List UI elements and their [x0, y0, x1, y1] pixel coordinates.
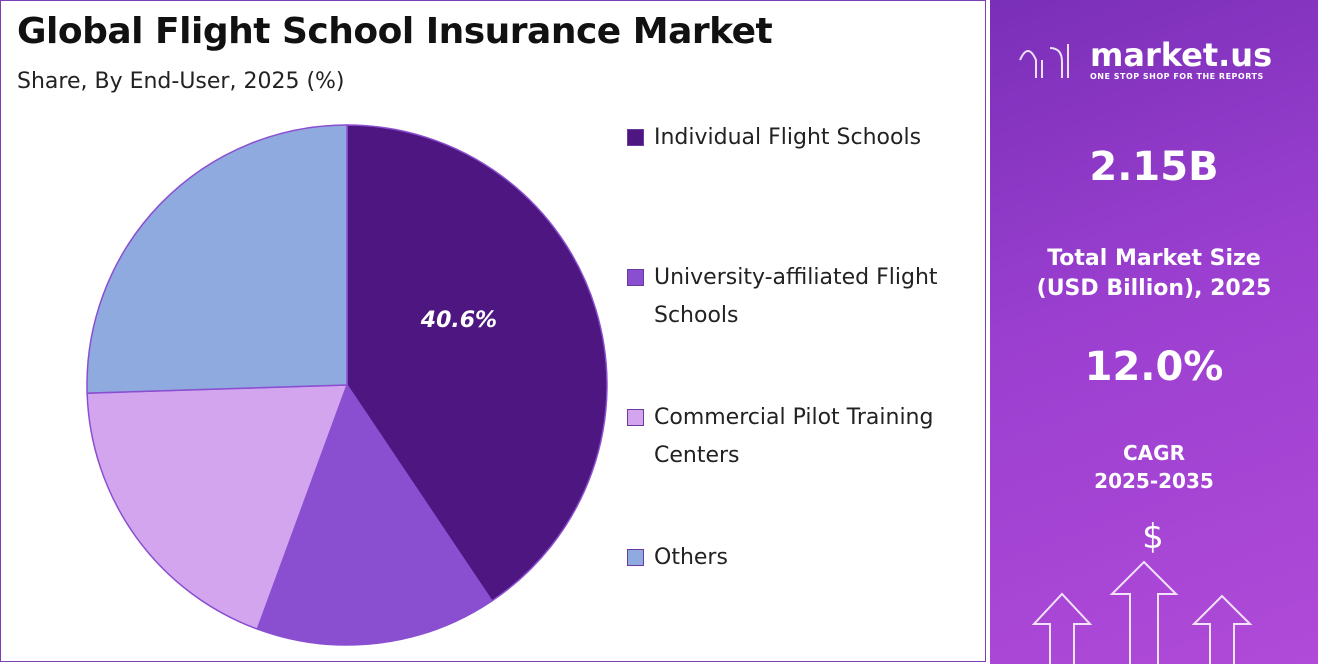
pie-slice	[256, 383, 493, 646]
chart-subtitle: Share, By End-User, 2025 (%)	[17, 69, 345, 94]
legend-swatch	[627, 269, 644, 286]
legend: Individual Flight Schools University-affi…	[627, 119, 977, 664]
legend-swatch	[627, 409, 644, 426]
data-label: 40.6%	[420, 308, 497, 333]
legend-item: Commercial Pilot Training Centers	[627, 399, 977, 539]
pie-slice	[86, 384, 349, 631]
market-size-label: Total Market Size	[1047, 246, 1261, 271]
sidebar: $ market.us ONE STOP SHOP FOR THE REPORT…	[990, 0, 1318, 664]
decoration: $	[1019, 44, 1253, 664]
legend-swatch	[627, 129, 644, 146]
tagline: ONE STOP SHOP FOR THE REPORTS	[1090, 72, 1264, 81]
legend-item: Individual Flight Schools	[627, 119, 977, 259]
pie-slice	[86, 124, 348, 394]
legend-item: University-affiliated Flight Schools	[627, 259, 977, 399]
chart-title: Global Flight School Insurance Market	[17, 11, 773, 52]
chart-panel: Global Flight School Insurance Market Sh…	[0, 0, 986, 662]
legend-label: Individual Flight Schools	[654, 125, 922, 150]
cagr-label: 2025-2035	[1094, 469, 1214, 493]
legend-swatch	[627, 549, 644, 566]
pie-chart: 40.6%	[86, 124, 608, 646]
market-size: 2.15B	[1089, 144, 1219, 190]
cagr: 12.0%	[1084, 344, 1224, 390]
pie-slice	[346, 124, 608, 602]
logo: market.us	[1090, 36, 1273, 74]
legend-item: Others	[627, 539, 977, 664]
legend-label: Others	[654, 545, 728, 570]
legend-label: University-affiliated Flight Schools	[654, 265, 938, 328]
market-size-label: (USD Billion), 2025	[1036, 276, 1272, 301]
dollar-icon: $	[1142, 517, 1164, 557]
legend-label: Commercial Pilot Training Centers	[654, 405, 934, 468]
cagr-label: CAGR	[1123, 441, 1185, 465]
